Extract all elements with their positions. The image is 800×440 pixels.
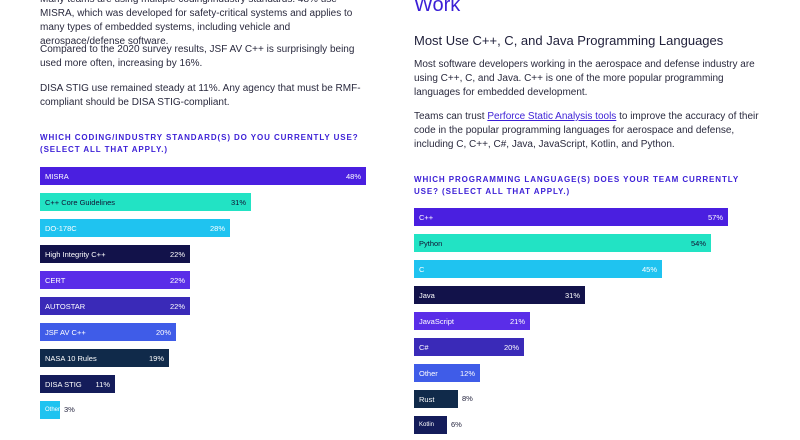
- bar: DO-178C 28%: [40, 219, 230, 237]
- bar-category-label: DISA STIG: [45, 379, 82, 389]
- bar-category-label: C: [419, 264, 425, 274]
- bar-category-label: AUTOSTAR: [45, 301, 86, 311]
- bar-value-label: 54%: [690, 238, 706, 248]
- bar-value-label: 22%: [169, 275, 185, 285]
- bar-category-label: Other: [419, 368, 438, 378]
- bar-category-label: C++: [419, 212, 434, 222]
- bar: Other 12%: [414, 364, 480, 382]
- bar-value-label: 28%: [209, 223, 225, 233]
- bar-value-label: 20%: [503, 342, 519, 352]
- bar-category-label: Rust: [419, 394, 435, 404]
- bar: MISRA 48%: [40, 167, 366, 185]
- bar-value-label: 31%: [230, 197, 246, 207]
- bar-category-label: Java: [419, 290, 435, 300]
- bar-category-label: Python: [419, 238, 443, 248]
- bar-category-label: MISRA: [45, 171, 69, 181]
- bar-value-label: 48%: [345, 171, 361, 181]
- bar: C# 20%: [414, 338, 524, 356]
- bar-value-label: 45%: [641, 264, 657, 274]
- bar: AUTOSTAR 22%: [40, 297, 190, 315]
- bar: NASA 10 Rules 19%: [40, 349, 169, 367]
- chart-question-languages: WHICH PROGRAMMING LANGUAGE(S) DOES YOUR …: [414, 175, 739, 196]
- bar: C++ 57%: [414, 208, 728, 226]
- section-heading: Work: [414, 0, 461, 16]
- section-subheading: Most Use C++, C, and Java Programming La…: [414, 33, 724, 48]
- paragraph-jsf: Compared to the 2020 survey results, JSF…: [40, 44, 355, 69]
- paragraph-disa: DISA STIG use remained steady at 11%. An…: [40, 83, 361, 108]
- paragraph-perforce-pre: Teams can trust: [414, 111, 488, 122]
- bar: JSF AV C++ 20%: [40, 323, 176, 341]
- bar-category-label: Other: [45, 407, 61, 413]
- bar-value-label: 11%: [95, 379, 110, 389]
- bar: C++ Core Guidelines 31%: [40, 193, 251, 211]
- bar: CERT 22%: [40, 271, 190, 289]
- bar-value-label: 21%: [509, 316, 525, 326]
- bar-category-label: JSF AV C++: [45, 327, 86, 337]
- bar-category-label: JavaScript: [419, 316, 455, 326]
- bar-value-label: 3%: [64, 405, 75, 414]
- bar: C 45%: [414, 260, 662, 278]
- paragraph-perforce-post: to improve the accuracy of their code in…: [414, 111, 759, 150]
- bar: DISA STIG 11%: [40, 375, 115, 393]
- bar-value-label: 22%: [169, 301, 185, 311]
- paragraph-perforce: Teams can trust Perforce Static Analysis…: [414, 110, 764, 152]
- bar: JavaScript 21%: [414, 312, 530, 330]
- paragraph-misra: Many teams are using multiple coding/ind…: [40, 0, 353, 47]
- paragraph-languages: Most software developers working in the …: [414, 59, 755, 98]
- bar: Other: [40, 401, 60, 419]
- bar-category-label: C#: [419, 342, 429, 352]
- bar: Python 54%: [414, 234, 711, 252]
- bar-value-label: 6%: [451, 420, 462, 429]
- bar-value-label: 22%: [169, 249, 185, 259]
- bar-category-label: High Integrity C++: [45, 249, 106, 259]
- bar: High Integrity C++ 22%: [40, 245, 190, 263]
- bar-category-label: CERT: [45, 275, 66, 285]
- bar-value-label: 31%: [564, 290, 580, 300]
- bar-value-label: 19%: [148, 353, 164, 363]
- bar-category-label: DO-178C: [45, 223, 77, 233]
- bar: Java 31%: [414, 286, 585, 304]
- bar: Kotlin: [414, 416, 447, 434]
- chart-question-standards: WHICH CODING/INDUSTRY STANDARD(S) DO YOU…: [40, 133, 359, 154]
- bar-value-label: 57%: [707, 212, 723, 222]
- bar-category-label: Kotlin: [419, 422, 435, 428]
- bar-category-label: C++ Core Guidelines: [45, 197, 116, 207]
- bar: Rust: [414, 390, 458, 408]
- bar-value-label: 20%: [155, 327, 171, 337]
- bar-value-label: 8%: [462, 394, 473, 403]
- perforce-static-analysis-link[interactable]: Perforce Static Analysis tools: [487, 111, 617, 122]
- bar-value-label: 12%: [459, 368, 475, 378]
- bar-category-label: NASA 10 Rules: [45, 353, 97, 363]
